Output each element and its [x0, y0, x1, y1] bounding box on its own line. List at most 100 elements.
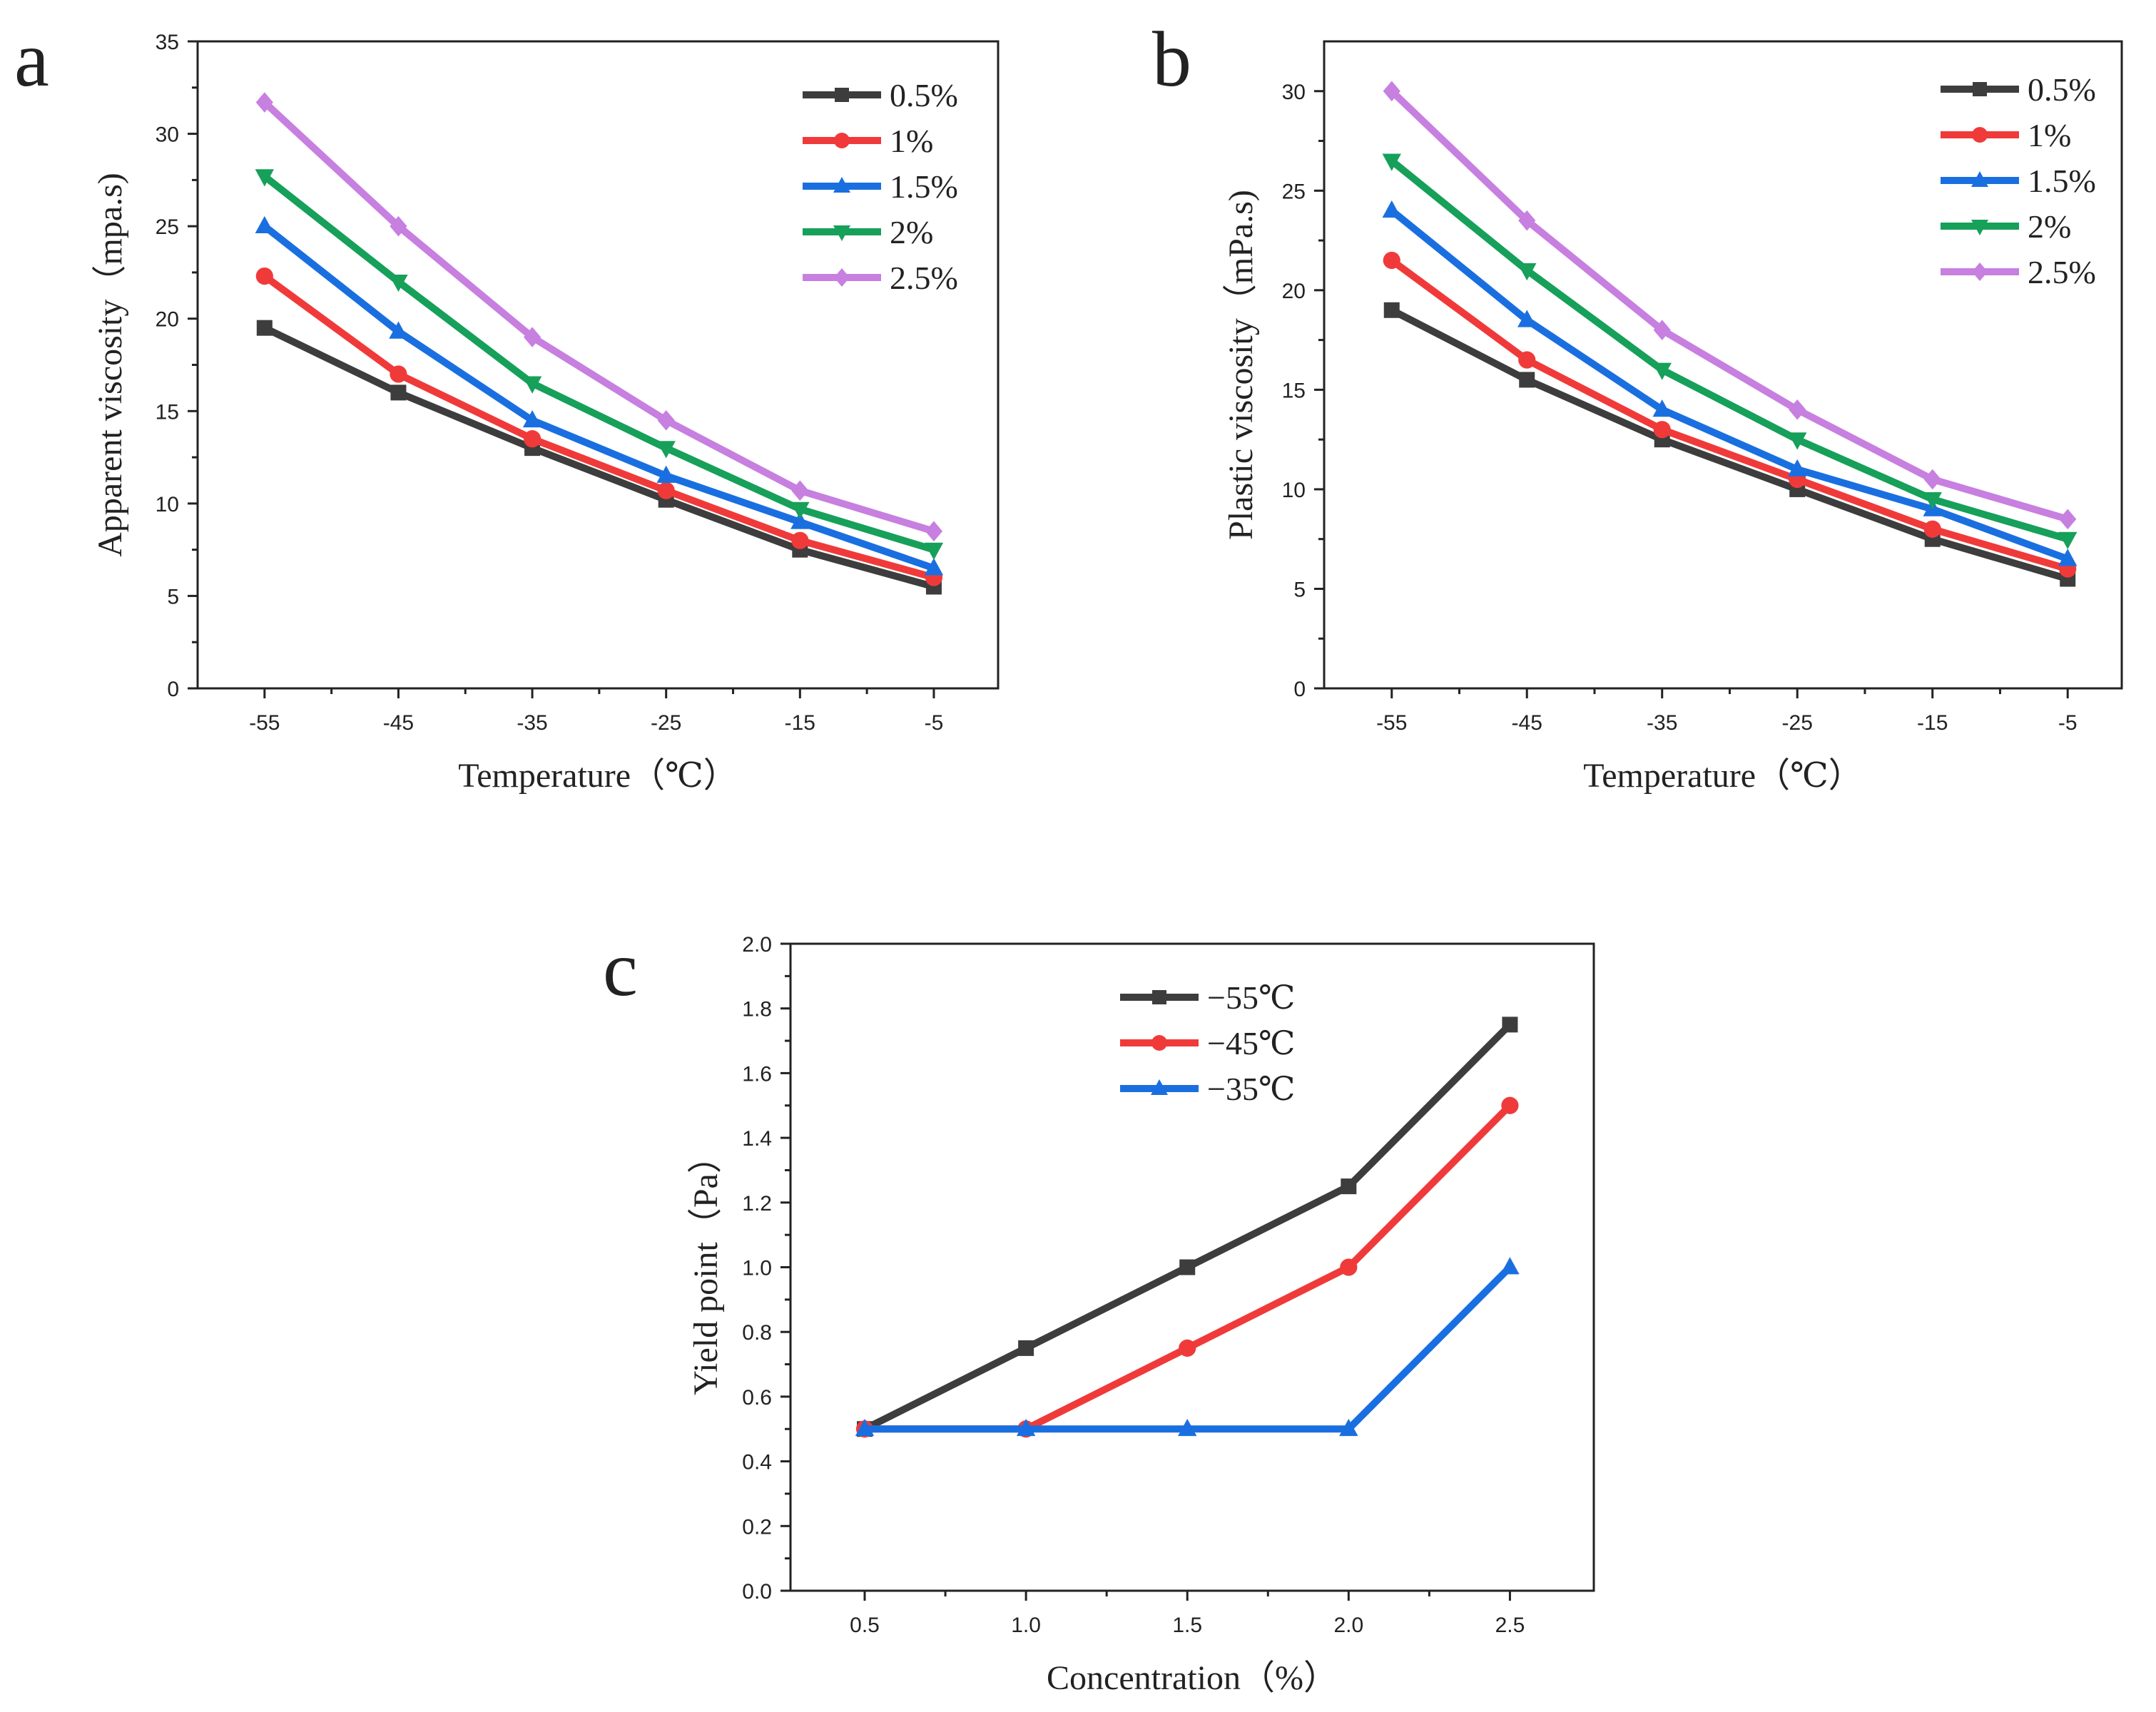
marker-square — [1152, 990, 1166, 1004]
y-tick-label: 25 — [1282, 180, 1306, 203]
chart-a: a 0 5 10 15 20 25 30 35 -55 -45 -35 -25 -15 -5 Temperat… — [14, 16, 1000, 795]
legend-item: 2% — [803, 214, 933, 250]
y-tick-label: 30 — [1282, 81, 1306, 104]
x-tick-label: -15 — [1917, 711, 1948, 735]
marker-triangle-up — [1517, 310, 1537, 327]
x-tick-label: -25 — [1782, 711, 1813, 735]
marker-circle — [1518, 351, 1536, 369]
x-tick-label: -55 — [1376, 711, 1407, 735]
marker-diamond — [255, 92, 273, 113]
legend-label: −55℃ — [1207, 979, 1295, 1016]
marker-diamond — [1383, 81, 1400, 102]
legend-label: 1% — [2028, 117, 2071, 153]
marker-circle — [834, 133, 850, 148]
marker-circle — [1179, 1339, 1196, 1357]
series-line — [1389, 257, 2069, 573]
marker-diamond — [523, 327, 541, 347]
marker-triangle-down — [790, 501, 810, 519]
marker-triangle-down — [522, 376, 542, 394]
marker-square — [1018, 1340, 1034, 1356]
series-line — [1389, 208, 2069, 563]
y-tick-label: 0.6 — [742, 1386, 772, 1410]
marker-triangle-up — [656, 465, 676, 483]
series-line — [1389, 158, 2069, 543]
marker-triangle-up — [389, 321, 408, 339]
x-tick-label: 1.0 — [1011, 1614, 1041, 1637]
series-line — [262, 99, 935, 535]
y-tick-label: 0.8 — [742, 1321, 772, 1345]
marker-square — [390, 384, 407, 401]
y-tick-label: 1.2 — [742, 1192, 772, 1216]
y-axis-label: Apparent viscosity（mpa.s) — [91, 173, 129, 557]
series-−55℃ — [857, 1017, 1518, 1437]
legend-item: 1.5% — [803, 168, 958, 205]
legend-label: −45℃ — [1207, 1025, 1295, 1061]
marker-square — [1973, 82, 1987, 96]
marker-triangle-up — [1382, 200, 1401, 218]
marker-diamond — [2059, 509, 2077, 530]
marker-triangle-up — [1971, 171, 1988, 187]
x-tick-label: -35 — [517, 711, 547, 735]
y-tick-label: 0.2 — [742, 1515, 772, 1539]
panel-label: a — [14, 16, 49, 103]
y-tick-label: 30 — [156, 123, 179, 147]
marker-circle — [791, 531, 809, 549]
series-1% — [1383, 251, 2077, 578]
marker-diamond — [1518, 210, 1536, 231]
y-tick-label: 25 — [156, 215, 179, 239]
legend-label: 1.5% — [890, 168, 958, 205]
y-axis-label: Plastic viscosity（mPa.s) — [1222, 190, 1260, 540]
x-tick-label: -5 — [925, 711, 944, 735]
y-tick-label: 1.8 — [742, 998, 772, 1021]
marker-square — [835, 88, 849, 102]
marker-square — [256, 320, 273, 336]
marker-triangle-down — [2058, 531, 2078, 549]
marker-triangle-down — [656, 441, 676, 459]
chart-b: b 0 5 10 15 20 25 30 -55 -45 -35 -25 -15 -5 Temperatur… — [1152, 16, 2123, 795]
marker-triangle-down — [389, 274, 408, 292]
marker-triangle-down — [833, 225, 850, 241]
chart-c: c 0.0 0.2 0.4 0.6 0.8 1.0 1.2 1.4 1.6 1.8 2.0 0.5 1.0… — [603, 925, 1595, 1697]
series-line — [1390, 307, 2069, 583]
marker-triangle-up — [855, 1418, 875, 1437]
y-tick-label: 10 — [1282, 479, 1306, 502]
legend-item: 1.5% — [1941, 163, 2096, 199]
series-line — [263, 325, 935, 591]
marker-triangle-up — [255, 215, 275, 234]
series-2.5% — [255, 92, 943, 542]
legend-item: 2.5% — [803, 260, 958, 296]
marker-triangle-down — [255, 169, 275, 187]
y-tick-label: 0.0 — [742, 1580, 772, 1604]
marker-diamond — [390, 215, 407, 237]
legend-label: 1% — [890, 123, 933, 159]
marker-triangle-up — [522, 409, 542, 428]
marker-diamond — [1972, 263, 1988, 281]
marker-circle — [1923, 520, 1941, 538]
y-tick-label: 35 — [156, 31, 179, 54]
marker-triangle-down — [1788, 432, 1807, 450]
marker-square — [1519, 372, 1535, 388]
marker-triangle-up — [833, 177, 850, 193]
marker-circle — [255, 268, 273, 285]
marker-triangle-up — [1016, 1418, 1036, 1437]
marker-triangle-down — [1971, 220, 1988, 235]
y-tick-label: 2.0 — [742, 933, 772, 957]
y-tick-label: 15 — [156, 400, 179, 424]
x-tick-label: 0.5 — [850, 1614, 880, 1637]
legend-label: −35℃ — [1207, 1071, 1295, 1107]
marker-triangle-up — [924, 558, 944, 576]
legend-item: 0.5% — [1941, 71, 2096, 108]
marker-circle — [1501, 1096, 1519, 1114]
marker-circle — [1151, 1035, 1167, 1051]
series-1.5% — [255, 215, 944, 576]
legend-label: 0.5% — [2028, 71, 2096, 108]
legend-item: 1% — [803, 123, 933, 159]
marker-triangle-up — [1652, 399, 1672, 417]
marker-triangle-up — [2058, 549, 2078, 566]
legend-label: 1.5% — [2028, 163, 2096, 199]
x-tick-label: -45 — [1512, 711, 1542, 735]
y-tick-label: 1.0 — [742, 1257, 772, 1280]
marker-circle — [1653, 421, 1671, 439]
y-tick-label: 0 — [167, 678, 179, 701]
marker-triangle-up — [790, 511, 810, 529]
